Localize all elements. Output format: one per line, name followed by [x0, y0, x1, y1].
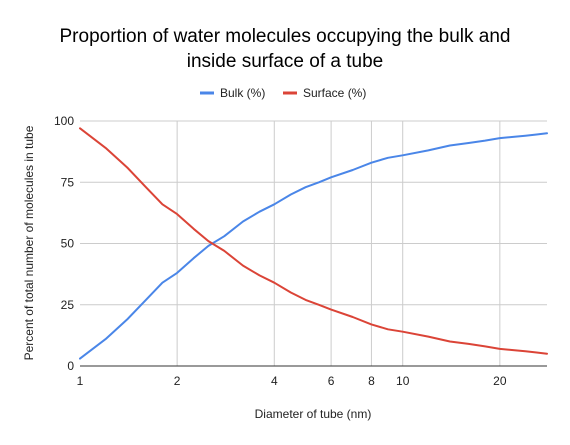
y-tick-label: 25 [61, 298, 75, 312]
chart-title-line-1: Proportion of water molecules occupying … [60, 26, 511, 47]
x-tick-label: 8 [368, 374, 375, 388]
x-tick-label: 6 [328, 374, 335, 388]
series-lines [79, 127, 548, 360]
x-tick-label: 4 [271, 374, 278, 388]
y-axis-label: Percent of total number of molecules in … [22, 125, 36, 360]
series-line-bulk [79, 132, 548, 360]
legend-label-bulk: Bulk (%) [220, 86, 265, 100]
legend: Bulk (%) Surface (%) [200, 86, 366, 100]
y-tick-label: 50 [61, 237, 75, 251]
chart-title-line-2: inside surface of a tube [187, 51, 383, 72]
x-axis-label: Diameter of tube (nm) [255, 407, 372, 421]
y-tick-label: 100 [54, 114, 74, 128]
x-axis-ticks: 1 2 4 6 8 10 20 [77, 374, 507, 388]
x-tick-label: 2 [174, 374, 181, 388]
y-tick-label: 0 [67, 359, 74, 373]
x-tick-label: 10 [396, 374, 410, 388]
series-line-surface [79, 127, 548, 355]
legend-label-surface: Surface (%) [303, 86, 366, 100]
x-tick-label: 1 [77, 374, 84, 388]
y-tick-label: 75 [61, 175, 75, 189]
grid [80, 120, 547, 366]
y-axis-ticks: 0 25 50 75 100 [54, 114, 74, 373]
x-tick-label: 20 [493, 374, 507, 388]
